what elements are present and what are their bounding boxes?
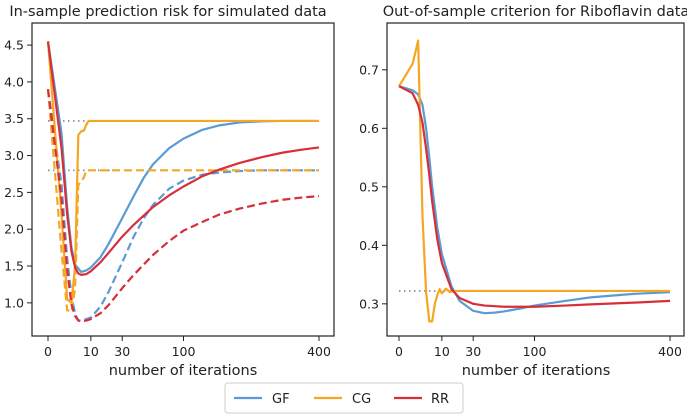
y-tick-label: 0.7 xyxy=(359,62,379,77)
y-tick-label: 0.4 xyxy=(359,238,379,253)
y-tick-label: 4.5 xyxy=(4,38,24,53)
right-plot-frame xyxy=(386,22,685,337)
y-tick-label: 3.0 xyxy=(4,148,24,163)
left-x-axis-label: number of iterations xyxy=(109,363,258,379)
y-tick-label: 0.3 xyxy=(359,296,379,311)
y-tick-label: 0.5 xyxy=(359,179,379,194)
left-y-axis: 1.0 1.5 2.0 2.5 3.0 3.5 4.0 4.5 xyxy=(4,38,32,310)
left-panel: In-sample prediction risk for simulated … xyxy=(4,4,335,379)
series-line-gf-solid xyxy=(398,85,671,315)
x-tick-label: 100 xyxy=(523,344,547,359)
x-tick-label: 400 xyxy=(307,344,331,359)
left-x-axis: 0 10 30 100 400 xyxy=(44,336,331,359)
x-tick-label: 400 xyxy=(658,344,682,359)
series-line-gf-solid xyxy=(46,41,319,274)
legend-label-rr: RR xyxy=(431,392,449,407)
legend: GF CG RR xyxy=(224,382,464,414)
right-x-axis: 0 10 30 100 400 xyxy=(395,336,682,359)
x-tick-label: 100 xyxy=(172,344,196,359)
series-line-cg-dashed xyxy=(46,89,319,313)
legend-box xyxy=(224,382,464,414)
y-tick-label: 1.0 xyxy=(4,295,24,310)
legend-label-gf: GF xyxy=(272,392,290,407)
right-chart-title: Out-of-sample criterion for Riboflavin d… xyxy=(383,4,687,20)
series-line-rr-dashed xyxy=(46,89,320,323)
right-panel: Out-of-sample criterion for Riboflavin d… xyxy=(359,4,687,379)
series-line-gf-dashed xyxy=(46,89,319,322)
y-tick-label: 3.5 xyxy=(4,111,24,126)
y-tick-label: 2.0 xyxy=(4,222,24,237)
right-x-axis-label: number of iterations xyxy=(462,363,611,379)
x-tick-label: 30 xyxy=(114,344,130,359)
right-y-axis: 0.3 0.4 0.5 0.6 0.7 xyxy=(359,62,387,311)
series-line-cg-solid xyxy=(398,39,670,323)
y-tick-label: 0.6 xyxy=(359,121,379,136)
y-tick-label: 2.5 xyxy=(4,185,24,200)
x-tick-label: 10 xyxy=(83,344,99,359)
y-tick-label: 1.5 xyxy=(4,259,24,274)
left-plot-area xyxy=(46,41,320,323)
y-tick-label: 4.0 xyxy=(4,74,24,89)
series-line-rr-solid xyxy=(46,41,320,276)
series-line-cg-solid xyxy=(46,41,319,304)
x-tick-label: 0 xyxy=(44,344,52,359)
left-chart-title: In-sample prediction risk for simulated … xyxy=(9,4,326,20)
x-tick-label: 10 xyxy=(434,344,450,359)
x-tick-label: 30 xyxy=(465,344,481,359)
legend-label-cg: CG xyxy=(352,392,371,407)
series-line-rr-solid xyxy=(398,85,671,308)
right-plot-area xyxy=(398,39,671,323)
x-tick-label: 0 xyxy=(395,344,403,359)
